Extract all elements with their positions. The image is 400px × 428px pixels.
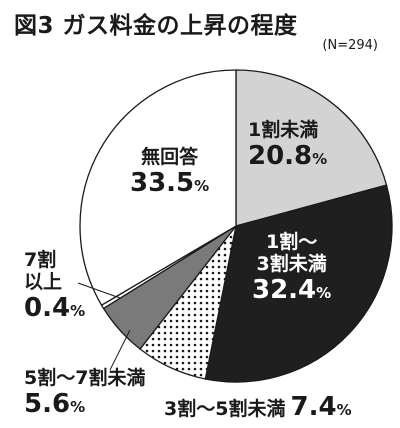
label-1-3wari: 1割〜 3割未満 32.4% [252,231,332,306]
label-7wari-name-line1: 7割 [24,249,57,271]
label-5-7wari-name: 5割〜7割未満 [24,367,146,389]
label-mukaitou-value: 33.5 [130,167,195,198]
label-5-7wari-value: 5.6 [24,388,71,419]
label-1wari-miman-value: 20.8 [248,140,313,171]
pct-unit: % [70,397,86,416]
label-1-3wari-value: 32.4 [252,274,317,305]
pct-unit: % [336,401,352,419]
chart-title: 図3 ガス料金の上昇の程度 [14,13,298,39]
label-1-3wari-name-line1: 1割〜 [265,231,318,253]
label-7wari-ijou: 7割 以上 0.4% [24,249,86,324]
leader-line-7-wari [77,282,121,299]
label-1-3wari-name-line2: 3割未満 [256,252,327,275]
pct-unit: % [312,149,328,168]
label-mukaitou: 無回答 33.5% [130,146,210,199]
label-3-5wari-name: 3割〜5割未満 [164,398,286,420]
pie-slice-5 [79,69,237,307]
label-3-5wari: 3割〜5割未満 7.4% [164,392,352,423]
pct-unit: % [316,283,332,302]
label-1wari-miman-name: 1割未満 [248,119,319,141]
label-mukaitou-name: 無回答 [141,146,199,168]
label-3-5wari-value: 7.4 [290,392,337,422]
label-1wari-miman: 1割未満 20.8% [248,119,328,172]
sample-size-note: (N=294) [322,38,378,53]
label-5-7wari: 5割〜7割未満 5.6% [24,367,146,420]
pie-slice-0 [235,69,388,227]
pct-unit: % [70,301,86,320]
leader-line-5-7-wari [109,329,131,371]
pie-slice-1 [204,184,393,383]
label-7wari-value: 0.4 [24,292,71,323]
label-7wari-name-line2: 以上 [24,270,63,293]
pct-unit: % [194,176,210,195]
